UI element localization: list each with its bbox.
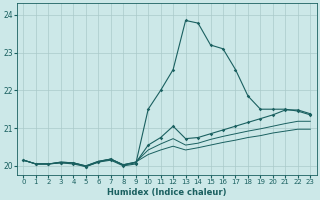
- X-axis label: Humidex (Indice chaleur): Humidex (Indice chaleur): [107, 188, 227, 197]
